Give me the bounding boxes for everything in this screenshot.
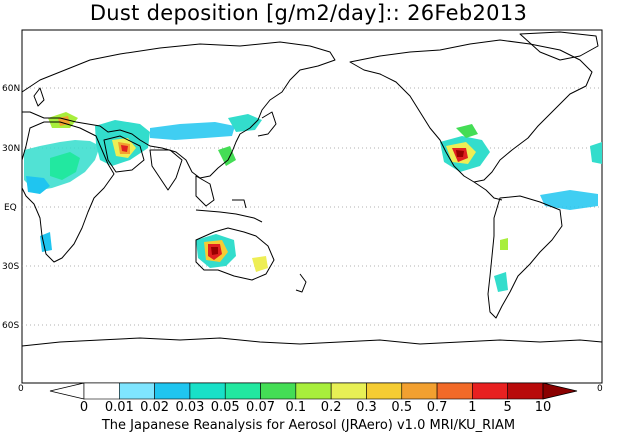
colorbar-tick-label: 0.05: [211, 400, 240, 415]
colorbar-segment: [366, 382, 403, 400]
colorbar-segment: [119, 382, 155, 400]
colorbar-left-arrow: [49, 382, 85, 400]
credit-line: The Japanese Reanalysis for Aerosol (JRA…: [101, 418, 516, 433]
coast-japan: [257, 111, 277, 137]
colorbar-segment: [401, 382, 438, 400]
coast-uk: [33, 87, 45, 107]
dust-mexico-peak: [456, 150, 464, 157]
colorbar-left-end-label: 0: [18, 384, 24, 394]
colorbar: [49, 382, 578, 400]
colorbar-right-arrow: [542, 382, 578, 400]
dust-central-asia: [150, 122, 235, 140]
colorbar-right-end-label: 0: [597, 384, 603, 394]
colorbar-tick-label: 1: [468, 400, 476, 415]
lat-label-30s: 30S: [2, 262, 19, 272]
colorbar-segment: [83, 382, 120, 400]
dust-west-africa: [26, 176, 50, 194]
colorbar-segment: [224, 382, 261, 400]
colorbar-segment: [472, 382, 508, 400]
lat-label-30n: 30N: [2, 144, 20, 154]
colorbar-tick-label: 0.2: [321, 400, 342, 415]
coast-indonesia: [195, 199, 263, 223]
dust-andes: [500, 238, 508, 250]
dust-us-plains: [456, 124, 478, 138]
colorbar-tick-label: 0: [80, 400, 88, 415]
dust-australia-east: [252, 256, 268, 272]
coast-australia: [195, 227, 275, 281]
coast-central-america: [473, 181, 503, 201]
colorbar-tick-label: 0.5: [391, 400, 412, 415]
colorbar-segment: [330, 382, 367, 400]
colorbar-tick-label: 0.01: [105, 400, 134, 415]
colorbar-tick-label: 0.1: [286, 400, 307, 415]
dust-caribbean: [590, 142, 602, 164]
colorbar-tick-label: 0.02: [140, 400, 169, 415]
lat-label-60n: 60N: [2, 84, 20, 94]
colorbar-tick-label: 0.07: [246, 400, 275, 415]
coast-greenland: [519, 31, 599, 61]
dust-s-africa: [40, 232, 52, 252]
colorbar-tick-label: 0.3: [356, 400, 377, 415]
lat-label-60s: 60S: [2, 321, 19, 331]
lat-label-eq: EQ: [4, 203, 17, 213]
coast-africa: [21, 121, 115, 263]
colorbar-segment: [189, 382, 226, 400]
colorbar-tick-labels: 0 0.01 0.02 0.03 0.05 0.07 0.1 0.2 0.3 0.5 0.7 1 5 10: [80, 400, 551, 415]
coast-south-america: [487, 195, 563, 319]
coast-north-america: [349, 39, 593, 183]
page-title: Dust deposition [g/m2/day]:: 26Feb2013: [89, 1, 528, 25]
lat-labels: 60N 30N EQ 30S 60S: [2, 84, 20, 331]
colorbar-segment: [436, 382, 473, 400]
coast-arabia: [103, 135, 145, 173]
coast-india: [149, 149, 183, 191]
coast-eurasia: [21, 41, 336, 179]
colorbar-segment: [154, 382, 191, 400]
map-frame: [21, 29, 603, 384]
coast-seasia: [195, 175, 215, 207]
dust-sahara-core: [50, 152, 80, 180]
dust-gobi: [228, 114, 262, 132]
dust-arabia-peak: [121, 145, 128, 152]
colorbar-tick-label: 0.7: [427, 400, 448, 415]
dust-china: [218, 146, 236, 166]
colorbar-tick-label: 5: [504, 400, 512, 415]
dust-australia-peak: [211, 247, 218, 255]
coast-nz: [295, 273, 307, 293]
colorbar-segment: [507, 382, 544, 400]
dust-atlantic: [540, 190, 598, 210]
coastlines: [21, 31, 603, 347]
coast-antarctica: [21, 337, 603, 347]
colorbar-tick-label: 0.03: [175, 400, 204, 415]
dust-argentina: [494, 272, 508, 292]
colorbar-segment: [260, 382, 297, 400]
colorbar-tick-label: 10: [535, 400, 552, 415]
colorbar-segment: [295, 382, 332, 400]
